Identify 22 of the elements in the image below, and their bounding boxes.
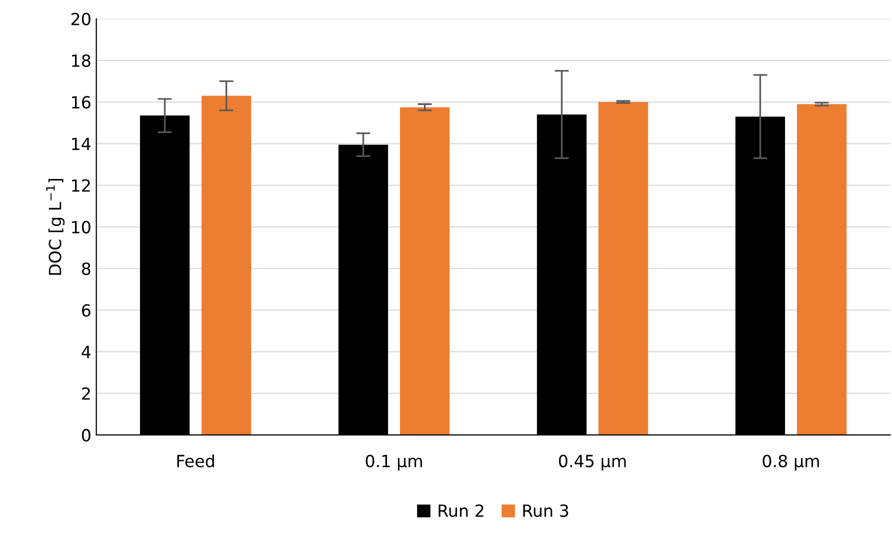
x-tick-label: 0.8 µm	[762, 454, 819, 471]
x-tick-label: 0.45 µm	[558, 454, 626, 471]
y-tick-label: 10	[72, 220, 90, 234]
y-tick-label: 18	[72, 54, 90, 67]
legend-label: Run 3	[523, 504, 568, 517]
x-tick-label: 0.1 µm	[366, 454, 422, 471]
x-tick-label: Feed	[177, 454, 214, 468]
y-tick-label: 16	[72, 96, 90, 109]
y-tick-label: 6	[82, 304, 90, 317]
bar	[202, 96, 252, 435]
y-tick-label: 2	[82, 387, 90, 400]
bar	[796, 104, 847, 435]
y-tick-label: 14	[72, 138, 91, 150]
y-tick-label: 8	[82, 262, 90, 276]
y-axis-title: DOC [g L$^{−1}$]	[46, 178, 65, 275]
legend-label: Run 2	[438, 504, 484, 517]
y-tick-label: 0	[82, 428, 90, 442]
y-tick-label: 20	[71, 12, 90, 26]
y-tick-label: 12	[72, 179, 90, 192]
y-tick-label: 4	[82, 346, 91, 358]
bar	[598, 102, 648, 435]
bar	[400, 107, 450, 435]
